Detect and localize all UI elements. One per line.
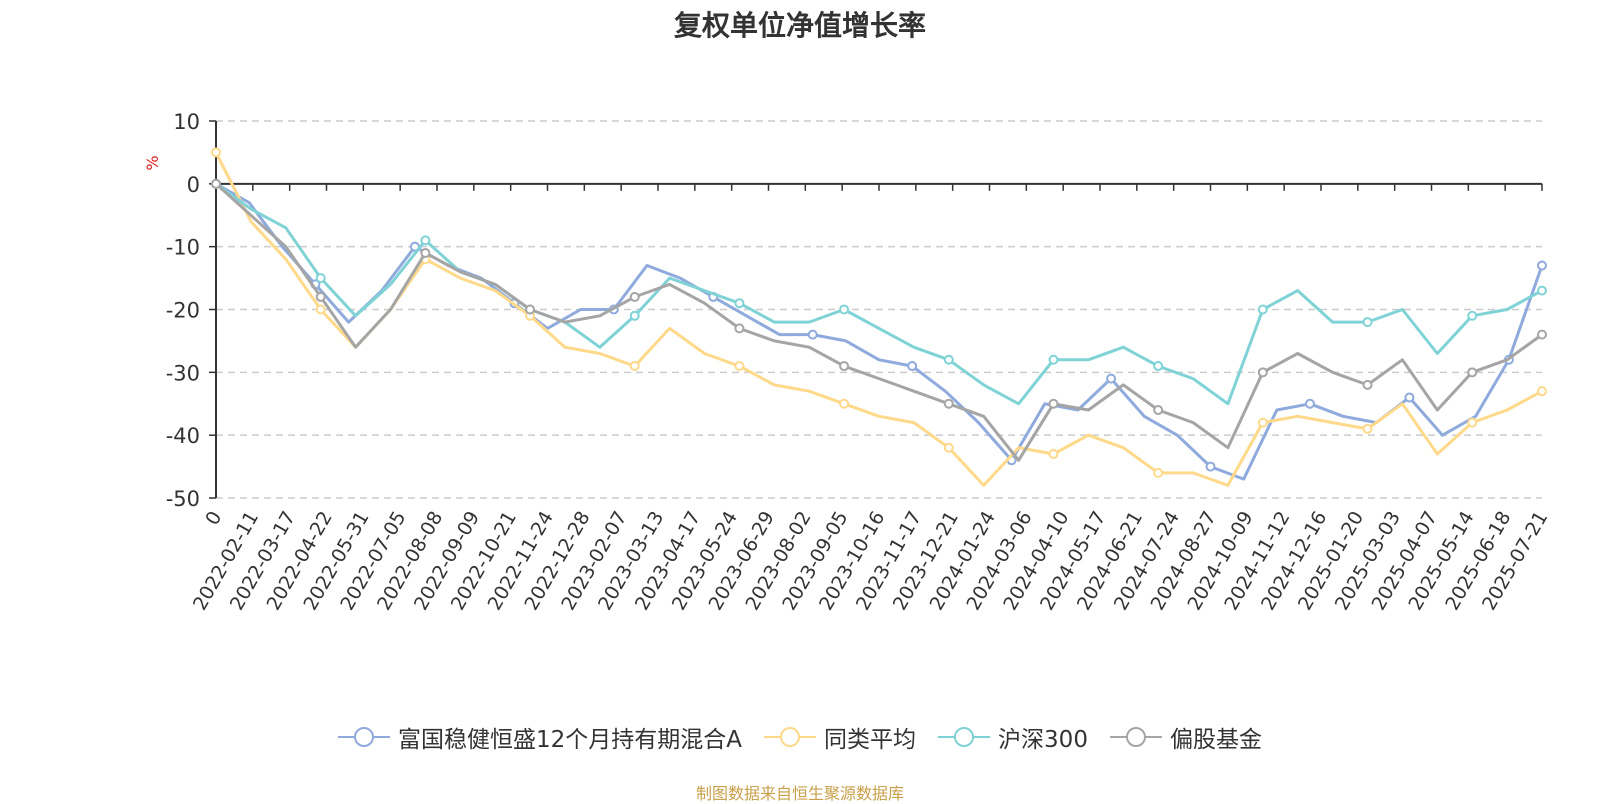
- series-point: [1048, 398, 1059, 409]
- y-tick-label: -50: [166, 487, 200, 511]
- series-point: [1362, 317, 1373, 328]
- series-point: [1257, 417, 1268, 428]
- series-point: [807, 329, 818, 340]
- series-point: [1467, 417, 1478, 428]
- series-point: [1467, 367, 1478, 378]
- series-point: [734, 361, 745, 372]
- series-point: [211, 147, 221, 158]
- series-point: [315, 291, 326, 302]
- legend-item[interactable]: 沪深300: [938, 720, 1088, 754]
- legend-swatch: [938, 727, 991, 747]
- y-axis-label: %: [143, 155, 162, 170]
- series-point: [1537, 329, 1547, 340]
- series-point: [1537, 285, 1547, 296]
- series-point: [1106, 373, 1117, 384]
- series-point: [1153, 405, 1164, 416]
- legend-label: 偏股基金: [1169, 727, 1262, 753]
- legend-item[interactable]: 富国稳健恒盛12个月持有期混合A: [338, 720, 742, 754]
- series-point: [1304, 398, 1315, 409]
- series-point: [629, 291, 640, 302]
- series-point: [1537, 260, 1547, 271]
- legend-swatch: [1109, 727, 1162, 747]
- y-tick-label: -40: [166, 424, 200, 448]
- series-point: [525, 304, 536, 315]
- series-point: [420, 235, 431, 246]
- series-point: [943, 398, 954, 409]
- chart-title: 复权单位净值增长率: [673, 9, 926, 42]
- series-line-1: [214, 151, 1543, 487]
- series-point: [1048, 354, 1059, 365]
- legend-item[interactable]: 偏股基金: [1109, 720, 1262, 754]
- series-line-3: [214, 182, 1543, 462]
- series-point: [1048, 449, 1059, 460]
- legend-label: 富国稳健恒盛12个月持有期混合A: [398, 727, 743, 753]
- legend: 富国稳健恒盛12个月持有期混合A 同类平均 沪深300 偏股基金: [0, 720, 1600, 754]
- series-point: [734, 298, 745, 309]
- series-point: [839, 304, 850, 315]
- y-tick-label: 10: [173, 110, 200, 134]
- legend-swatch: [764, 727, 817, 747]
- series-point: [1362, 379, 1373, 390]
- x-tick-label: 0: [201, 508, 226, 529]
- series-point: [1537, 386, 1547, 397]
- y-tick-label: -30: [166, 361, 200, 385]
- series-point: [839, 398, 850, 409]
- legend-label: 沪深300: [998, 727, 1088, 753]
- legend-label: 同类平均: [824, 727, 917, 753]
- series-point: [907, 361, 918, 372]
- series-point: [315, 304, 326, 315]
- series-point: [1467, 310, 1478, 321]
- legend-item[interactable]: 同类平均: [764, 720, 916, 754]
- series-point: [315, 273, 326, 284]
- y-tick-label: -10: [166, 236, 200, 260]
- series-point: [629, 310, 640, 321]
- series-point: [1257, 304, 1268, 315]
- series-point: [629, 361, 640, 372]
- series-point: [420, 247, 431, 258]
- series-point: [211, 178, 221, 189]
- series-point: [839, 361, 850, 372]
- series-point: [943, 442, 954, 453]
- source-note: 制图数据来自恒生聚源数据库: [695, 784, 904, 803]
- y-tick-label: 0: [187, 173, 200, 197]
- series-point: [943, 354, 954, 365]
- series-line-2: [215, 182, 1543, 406]
- y-tick-label: -20: [166, 299, 200, 323]
- chart-plot: 100-10-20-30-40-50%02022-02-112022-03-17…: [143, 110, 1552, 614]
- series-point: [1153, 361, 1164, 372]
- series-point: [734, 323, 745, 334]
- series-point: [1153, 467, 1164, 478]
- legend-swatch: [338, 727, 391, 747]
- series-point: [1257, 367, 1268, 378]
- series-point: [1404, 392, 1415, 403]
- series-point: [1362, 423, 1373, 434]
- series-point: [1205, 461, 1216, 472]
